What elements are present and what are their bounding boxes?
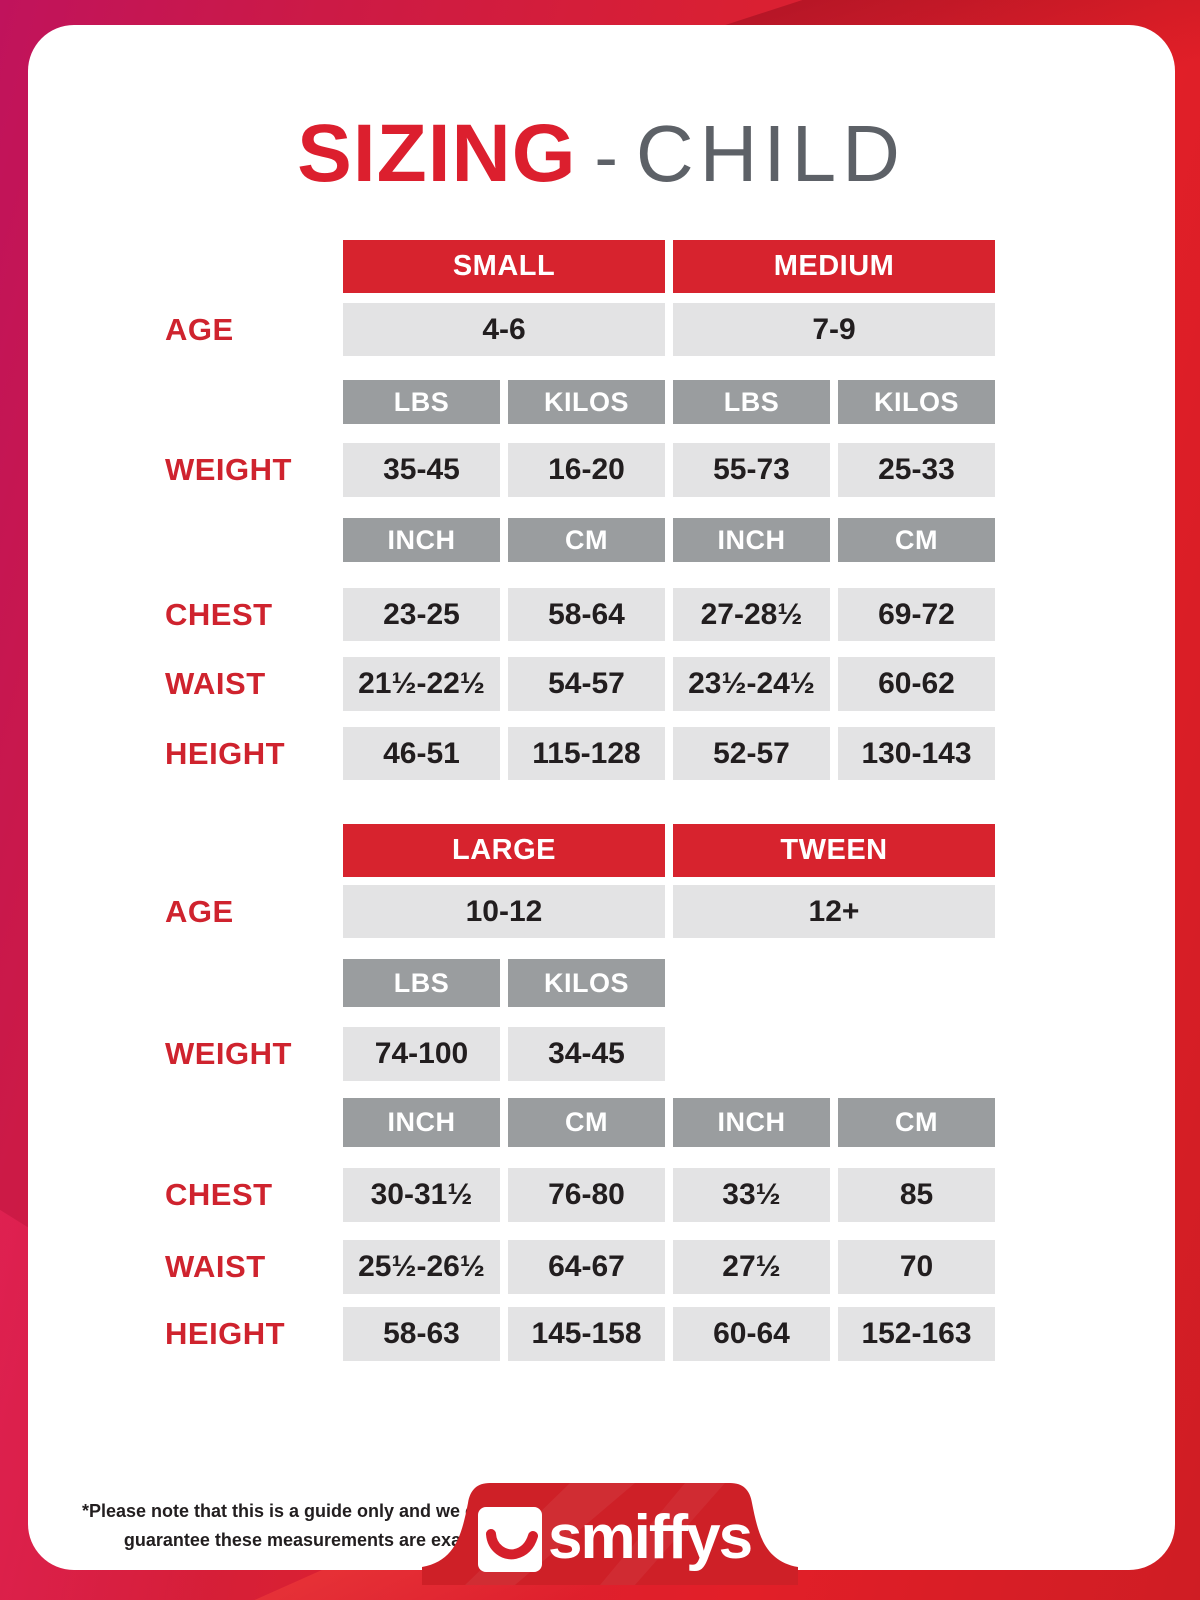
unit-cm: CM	[838, 1098, 995, 1147]
waist-value: 64-67	[508, 1240, 665, 1294]
size-header-large: LARGE	[343, 824, 665, 877]
weight-row: WEIGHT 74-100 34-45	[165, 1027, 995, 1081]
height-value: 46-51	[343, 727, 500, 780]
waist-label: WAIST	[165, 1249, 266, 1284]
chest-value: 23-25	[343, 588, 500, 641]
height-value: 58-63	[343, 1307, 500, 1361]
waist-value: 25½-26½	[343, 1240, 500, 1294]
weight-label: WEIGHT	[165, 1036, 292, 1071]
unit-inch: INCH	[673, 1098, 830, 1147]
logo-tab-stripe	[600, 1483, 725, 1585]
unit-lbs: LBS	[673, 380, 830, 424]
chest-value: 27-28½	[673, 588, 830, 641]
unit-inch: INCH	[343, 1098, 500, 1147]
height-label: HEIGHT	[165, 1316, 286, 1351]
title-child: CHILD	[635, 109, 906, 198]
unit-kilos: KILOS	[508, 380, 665, 424]
unit-cm: CM	[508, 518, 665, 562]
height-value: 60-64	[673, 1307, 830, 1361]
waist-row: WAIST 25½-26½ 64-67 27½ 70	[165, 1240, 995, 1294]
unit-cm: CM	[508, 1098, 665, 1147]
weight-value: 35-45	[343, 443, 500, 497]
waist-row: WAIST 21½-22½ 54-57 23½-24½ 60-62	[165, 657, 995, 711]
chest-value: 30-31½	[343, 1168, 500, 1222]
age-tween: 12+	[673, 885, 995, 938]
height-value: 115-128	[508, 727, 665, 780]
weight-units-row: LBS KILOS	[165, 959, 995, 1007]
weight-units-row: LBS KILOS LBS KILOS	[165, 380, 995, 424]
age-medium: 7-9	[673, 303, 995, 356]
unit-lbs: LBS	[343, 380, 500, 424]
waist-value: 21½-22½	[343, 657, 500, 711]
weight-row: WEIGHT 35-45 16-20 55-73 25-33	[165, 443, 995, 497]
height-value: 152-163	[838, 1307, 995, 1361]
logo-smile-box	[478, 1507, 542, 1572]
weight-value: 74-100	[343, 1027, 500, 1081]
size-header-row: SMALL MEDIUM	[165, 240, 995, 293]
size-header-tween: TWEEN	[673, 824, 995, 877]
weight-label: WEIGHT	[165, 452, 292, 487]
waist-label: WAIST	[165, 666, 266, 701]
chest-label: CHEST	[165, 596, 273, 632]
size-header-row: LARGE TWEEN	[165, 824, 995, 877]
logo-trademark: TM	[752, 1498, 772, 1514]
age-row: AGE 4-6 7-9	[165, 303, 995, 356]
sizing-card: SIZING - CHILD SMALL MEDIUM AGE 4-6 7-9 …	[28, 25, 1175, 1585]
chest-value: 58-64	[508, 588, 665, 641]
chest-row: CHEST 23-25 58-64 27-28½ 69-72	[165, 588, 995, 641]
weight-value: 25-33	[838, 443, 995, 497]
title-sizing: SIZING	[297, 108, 577, 199]
waist-value: 70	[838, 1240, 995, 1294]
weight-value: 55-73	[673, 443, 830, 497]
measure-units-row: INCH CM INCH CM	[165, 518, 995, 562]
height-value: 130-143	[838, 727, 995, 780]
height-value: 52-57	[673, 727, 830, 780]
height-label: HEIGHT	[165, 735, 286, 771]
age-label: AGE	[165, 893, 234, 929]
waist-value: 54-57	[508, 657, 665, 711]
title-separator: -	[594, 118, 618, 196]
height-row: HEIGHT 58-63 145-158 60-64 152-163	[165, 1307, 995, 1361]
disclaimer-text: *Please note that this is a guide only a…	[81, 1501, 525, 1550]
chest-label: CHEST	[165, 1177, 273, 1212]
logo-wordmark: smiffys	[548, 1503, 751, 1572]
unit-inch: INCH	[673, 518, 830, 562]
unit-lbs: LBS	[343, 959, 500, 1007]
height-row: HEIGHT 46-51 115-128 52-57 130-143	[165, 727, 995, 780]
size-table-large-tween: LARGE TWEEN AGE 10-12 12+ LBS KILOS WEIG…	[165, 824, 995, 1361]
waist-value: 60-62	[838, 657, 995, 711]
weight-value: 16-20	[508, 443, 665, 497]
unit-inch: INCH	[343, 518, 500, 562]
smiffys-logo: smiffys TM	[422, 1483, 798, 1585]
age-label: AGE	[165, 311, 234, 347]
chest-row: CHEST 30-31½ 76-80 33½ 85	[165, 1168, 995, 1222]
chest-value: 33½	[673, 1168, 830, 1222]
chest-value: 76-80	[508, 1168, 665, 1222]
chest-value: 85	[838, 1168, 995, 1222]
chest-value: 69-72	[838, 588, 995, 641]
age-small: 4-6	[343, 303, 665, 356]
height-value: 145-158	[508, 1307, 665, 1361]
size-table-small-medium: SMALL MEDIUM AGE 4-6 7-9 LBS KILOS LBS K…	[165, 240, 995, 780]
size-header-medium: MEDIUM	[673, 240, 995, 293]
unit-kilos: KILOS	[838, 380, 995, 424]
logo-smile-icon	[486, 1529, 538, 1560]
weight-value: 34-45	[508, 1027, 665, 1081]
waist-value: 23½-24½	[673, 657, 830, 711]
age-large: 10-12	[343, 885, 665, 938]
measure-units-row: INCH CM INCH CM	[165, 1098, 995, 1147]
unit-cm: CM	[838, 518, 995, 562]
waist-value: 27½	[673, 1240, 830, 1294]
unit-kilos: KILOS	[508, 959, 665, 1007]
size-header-small: SMALL	[343, 240, 665, 293]
age-row: AGE 10-12 12+	[165, 885, 995, 938]
page-title: SIZING - CHILD	[28, 107, 1175, 201]
